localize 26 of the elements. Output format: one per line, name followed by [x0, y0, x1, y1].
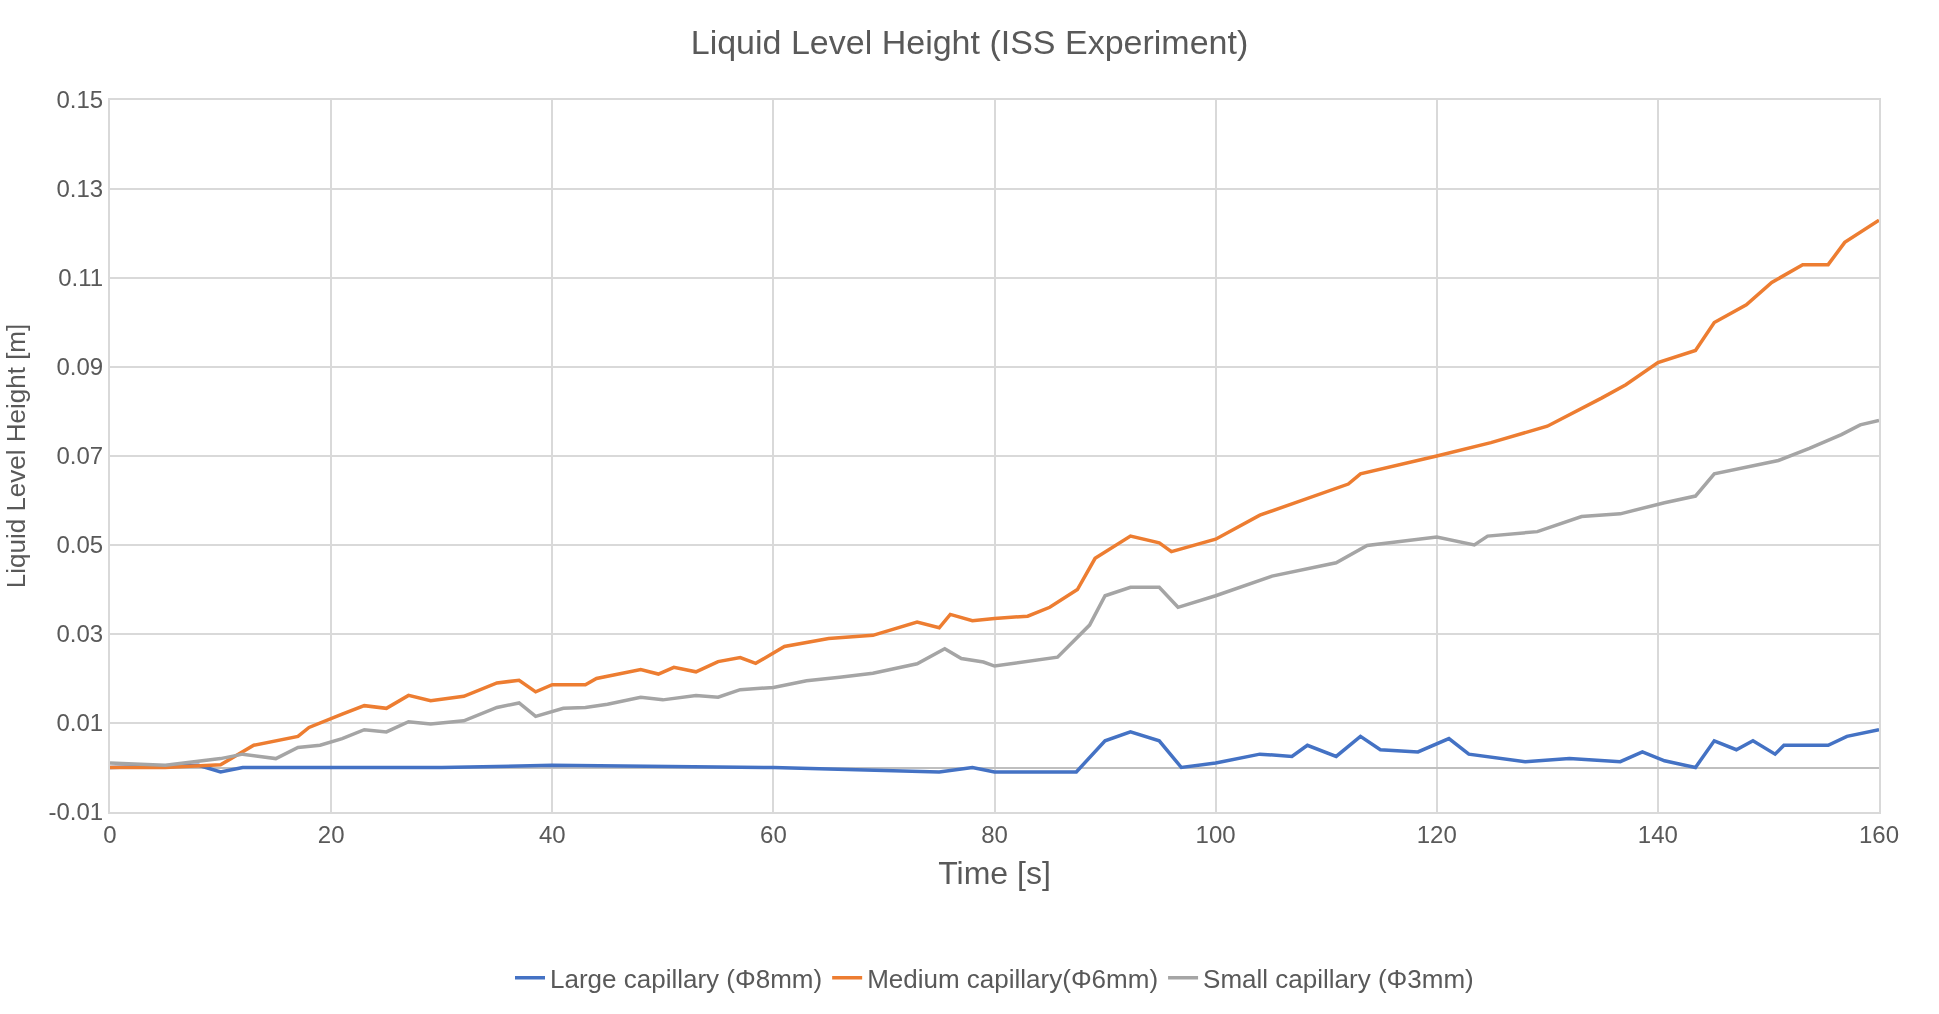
y-tick-label: 0.01: [56, 709, 104, 737]
y-tick-label: 0.05: [56, 531, 104, 559]
y-tick-label: 0.13: [56, 175, 104, 203]
y-tick-label: 0.11: [58, 264, 104, 292]
line-series: [110, 218, 1879, 770]
line-series: [110, 418, 1879, 768]
y-tick-label: -0.01: [48, 798, 104, 826]
x-axis-title: Time [s]: [938, 855, 1051, 892]
chart-title: Liquid Level Height (ISS Experiment): [690, 23, 1249, 62]
x-tick-label: 20: [317, 820, 345, 848]
y-tick-label: 0.07: [56, 442, 104, 470]
legend-label: Small capillary (Φ3mm): [1203, 963, 1474, 994]
x-tick-label: 160: [1858, 820, 1900, 848]
y-axis-title: Liquid Level Height [m]: [1, 323, 32, 589]
x-tick-label: 40: [538, 820, 566, 848]
x-tick-label: 140: [1637, 820, 1678, 848]
x-tick-label: 80: [981, 820, 1008, 848]
y-tick-label: 0.03: [56, 620, 104, 648]
x-tick-label: 120: [1416, 820, 1457, 848]
x-tick-label: 60: [760, 820, 787, 848]
legend-label: Large capillary (Φ8mm): [550, 963, 823, 994]
legend-label: Medium capillary(Φ6mm): [867, 963, 1159, 994]
y-tick-label: 0.09: [56, 353, 104, 381]
x-tick-label: 100: [1195, 820, 1236, 848]
x-tick-label: 0: [103, 820, 117, 848]
y-tick-label: 0.15: [56, 86, 104, 114]
